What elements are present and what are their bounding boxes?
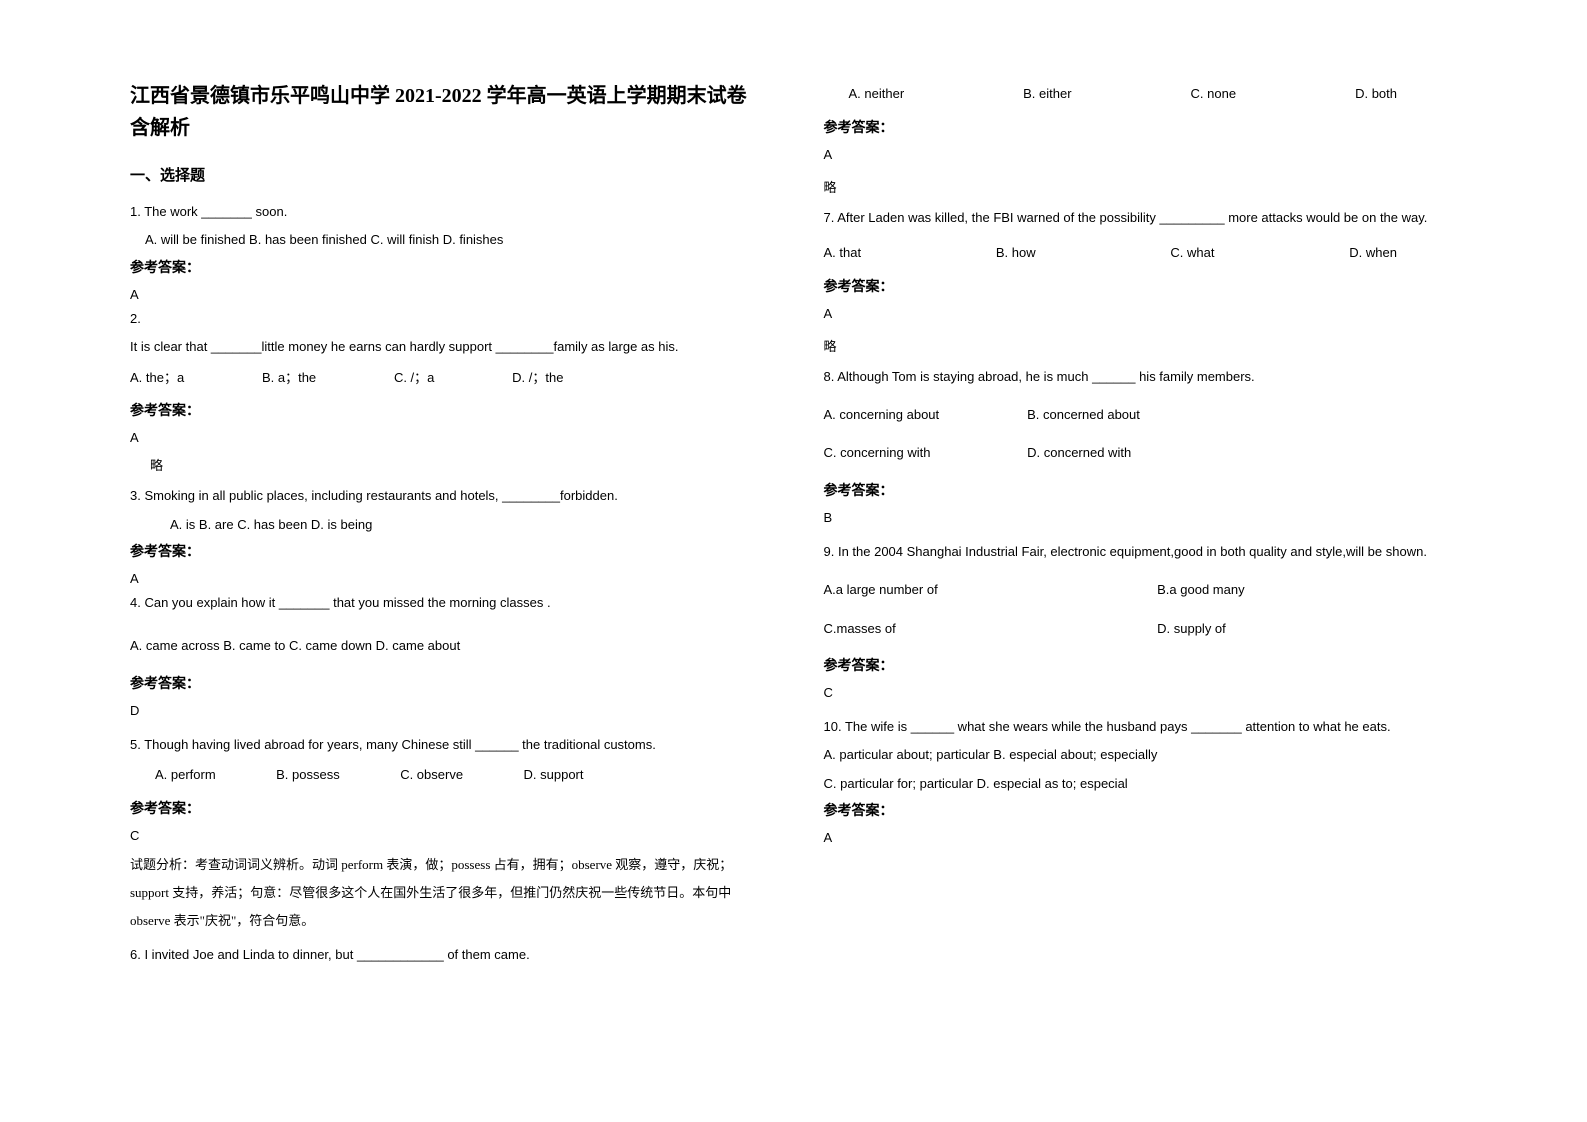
q5-optC: C. observe xyxy=(400,761,463,790)
q10-text: 10. The wife is ______ what she wears wh… xyxy=(824,715,1458,738)
q4-answer: D xyxy=(130,703,764,718)
q4-options: A. came across B. came to C. came down D… xyxy=(130,634,764,657)
q5-text: 5. Though having lived abroad for years,… xyxy=(130,733,764,756)
q6-optD: D. both xyxy=(1355,80,1397,109)
q5-optD: D. support xyxy=(524,761,584,790)
q5-explain1: 试题分析：考查动词词义辨析。动词 perform 表演，做；possess 占有… xyxy=(130,853,764,876)
q2-answer-label: 参考答案： xyxy=(130,400,764,420)
q7-lue: 略 xyxy=(824,336,1458,355)
q1-answer: A xyxy=(130,287,764,302)
q7-optC: C. what xyxy=(1170,239,1214,268)
q8-optD: D. concerned with xyxy=(1027,445,1131,460)
q8-options-row1: A. concerning about B. concerned about xyxy=(824,403,1458,426)
q6-text: 6. I invited Joe and Linda to dinner, bu… xyxy=(130,943,764,966)
q10-answer: A xyxy=(824,830,1458,845)
q5-answer-label: 参考答案： xyxy=(130,798,764,818)
q5-optA: A. perform xyxy=(155,761,216,790)
q9-optA: A.a large number of xyxy=(824,578,1154,601)
q6-lue: 略 xyxy=(824,177,1458,196)
q8-answer: B xyxy=(824,510,1458,525)
q3-options: A. is B. are C. has been D. is being xyxy=(130,513,764,536)
q7-options: A. that B. how C. what D. when xyxy=(824,239,1458,268)
q8-options-row2: C. concerning with D. concerned with xyxy=(824,441,1458,464)
q6-answer: A xyxy=(824,147,1458,162)
q8-optA: A. concerning about xyxy=(824,403,1024,426)
q7-optD: D. when xyxy=(1349,239,1397,268)
q7-text: 7. After Laden was killed, the FBI warne… xyxy=(824,206,1458,229)
q2-lue: 略 xyxy=(130,455,764,474)
q8-optB: B. concerned about xyxy=(1027,407,1140,422)
right-column: A. neither B. either C. none D. both 参考答… xyxy=(794,80,1488,1082)
q6-optB: B. either xyxy=(1023,80,1071,109)
q6-optC: C. none xyxy=(1191,80,1237,109)
q9-answer-label: 参考答案： xyxy=(824,655,1458,675)
q3-answer: A xyxy=(130,571,764,586)
q2-optC: C. /；a xyxy=(394,364,434,393)
q2-text: It is clear that _______little money he … xyxy=(130,335,764,358)
q2-answer: A xyxy=(130,430,764,445)
q2-optB: B. a；the xyxy=(262,364,316,393)
q1-options: A. will be finished B. has been finished… xyxy=(130,228,764,251)
q8-text: 8. Although Tom is staying abroad, he is… xyxy=(824,365,1458,388)
q3-answer-label: 参考答案： xyxy=(130,541,764,561)
q8-answer-label: 参考答案： xyxy=(824,480,1458,500)
q9-options-row2: C.masses of D. supply of xyxy=(824,617,1458,640)
q6-optA: A. neither xyxy=(849,80,905,109)
q5-options: A. perform B. possess C. observe D. supp… xyxy=(130,761,764,790)
q5-answer: C xyxy=(130,828,764,843)
q9-optC: C.masses of xyxy=(824,617,1154,640)
q1-answer-label: 参考答案： xyxy=(130,257,764,277)
q5-explain3: observe 表示"庆祝"，符合句意。 xyxy=(130,909,764,932)
q10-line2: C. particular for; particular D. especia… xyxy=(824,772,1458,795)
q1-text: 1. The work _______ soon. xyxy=(130,200,764,223)
q2-options: A. the；a B. a；the C. /；a D. /；the xyxy=(130,364,764,393)
q9-text: 9. In the 2004 Shanghai Industrial Fair,… xyxy=(824,540,1458,563)
q6-options: A. neither B. either C. none D. both xyxy=(824,80,1458,109)
q2-num: 2. xyxy=(130,307,764,330)
q2-optD: D. /；the xyxy=(512,364,563,393)
q6-answer-label: 参考答案： xyxy=(824,117,1458,137)
q10-line1: A. particular about; particular B. espec… xyxy=(824,743,1458,766)
q4-answer-label: 参考答案： xyxy=(130,673,764,693)
q7-answer: A xyxy=(824,306,1458,321)
q7-optB: B. how xyxy=(996,239,1036,268)
q2-optA: A. the；a xyxy=(130,364,184,393)
q9-optD: D. supply of xyxy=(1157,621,1226,636)
q9-answer: C xyxy=(824,685,1458,700)
q5-optB: B. possess xyxy=(276,761,340,790)
q10-answer-label: 参考答案： xyxy=(824,800,1458,820)
q3-text: 3. Smoking in all public places, includi… xyxy=(130,484,764,507)
q7-optA: A. that xyxy=(824,239,862,268)
q8-optC: C. concerning with xyxy=(824,441,1024,464)
q4-text: 4. Can you explain how it _______ that y… xyxy=(130,591,764,614)
left-column: 江西省景德镇市乐平鸣山中学 2021-2022 学年高一英语上学期期末试卷含解析… xyxy=(100,80,794,1082)
q7-answer-label: 参考答案： xyxy=(824,276,1458,296)
q9-optB: B.a good many xyxy=(1157,582,1244,597)
document-title: 江西省景德镇市乐平鸣山中学 2021-2022 学年高一英语上学期期末试卷含解析 xyxy=(130,80,764,144)
q9-options-row1: A.a large number of B.a good many xyxy=(824,578,1458,601)
q5-explain2: support 支持，养活；句意：尽管很多这个人在国外生活了很多年，但推门仍然庆… xyxy=(130,881,764,904)
section-header: 一、选择题 xyxy=(130,164,764,185)
